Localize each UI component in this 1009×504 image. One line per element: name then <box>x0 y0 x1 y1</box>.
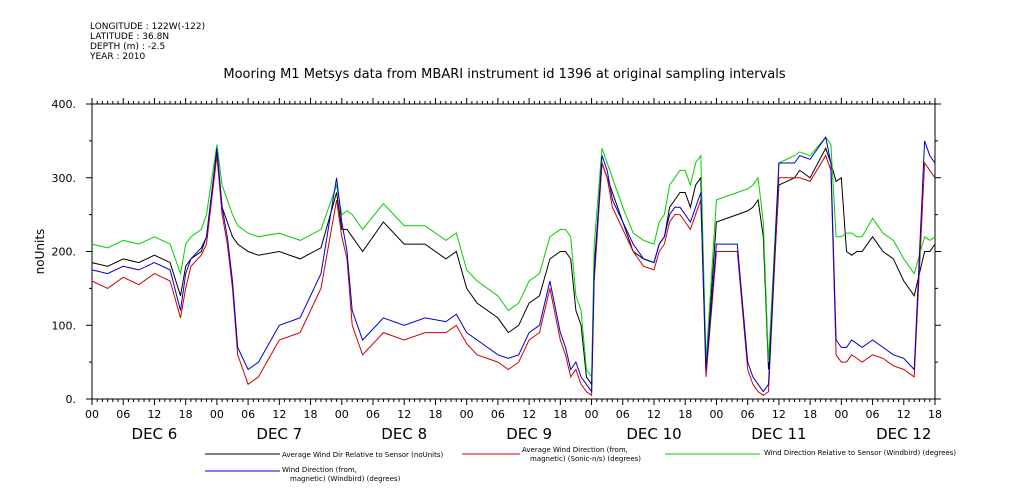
day-label: DEC 8 <box>381 425 427 443</box>
plot-frame <box>91 103 936 400</box>
x-tick-label: 12 <box>647 408 661 421</box>
day-label: DEC 10 <box>626 425 681 443</box>
series-line-3 <box>91 135 936 394</box>
x-tick-label: 18 <box>428 408 442 421</box>
series-line-0 <box>91 147 936 386</box>
x-tick-label: 00 <box>460 408 474 421</box>
x-tick-label: 18 <box>678 408 692 421</box>
x-tick-label: 00 <box>709 408 723 421</box>
legend-label-line: Wind Direction Relative to Sensor (Windb… <box>764 449 956 457</box>
x-tick-label: 06 <box>866 408 880 421</box>
x-tick-label: 12 <box>147 408 161 421</box>
day-label: DEC 6 <box>132 425 178 443</box>
y-tick-label: 300. <box>52 172 77 185</box>
y-axis-label: noUnits <box>33 229 47 275</box>
longitude-text: LONGITUDE : 122W(-122) <box>90 22 206 32</box>
x-tick-label: 12 <box>897 408 911 421</box>
x-tick-label: 06 <box>241 408 255 421</box>
x-tick-label: 18 <box>928 408 942 421</box>
x-tick-label: 18 <box>179 408 193 421</box>
latitude-text: LATITUDE : 36.8N <box>90 32 170 42</box>
x-tick-label: 12 <box>522 408 536 421</box>
x-tick-label: 12 <box>272 408 286 421</box>
legend-label-line: Wind Direction (from, <box>282 466 357 474</box>
depth-text: DEPTH (m) : -2.5 <box>90 42 166 52</box>
legend-label-line: Average Wind Dir Relative to Sensor (noU… <box>282 451 443 459</box>
y-tick-label: 200. <box>52 246 77 259</box>
x-tick-label: 06 <box>741 408 755 421</box>
x-tick-label: 18 <box>553 408 567 421</box>
day-label: DEC 9 <box>506 425 552 443</box>
legend-label-line: magnetic) (Sonic-n/s) (degrees) <box>530 455 641 463</box>
x-tick-label: 18 <box>304 408 318 421</box>
x-tick-label: 12 <box>397 408 411 421</box>
x-tick-label: 06 <box>616 408 630 421</box>
day-label: DEC 12 <box>876 425 931 443</box>
chart-title: Mooring M1 Metsys data from MBARI instru… <box>223 67 786 82</box>
y-tick-label: 100. <box>52 319 77 332</box>
x-tick-label: 00 <box>210 408 224 421</box>
legend-label-2: Wind Direction Relative to Sensor (Windb… <box>764 449 956 457</box>
y-tick-label: 400. <box>52 98 77 111</box>
legend-label-line: Average Wind Direction (from, <box>522 446 628 454</box>
legend-label-3: Wind Direction (from, magnetic) (Windbird… <box>282 466 401 483</box>
x-tick-label: 12 <box>772 408 786 421</box>
y-tick-label: 0. <box>66 393 77 406</box>
x-tick-label: 06 <box>116 408 130 421</box>
legend-label-0: Average Wind Dir Relative to Sensor (noU… <box>282 451 443 459</box>
day-label: DEC 7 <box>256 425 302 443</box>
x-tick-label: 06 <box>491 408 505 421</box>
x-tick-label: 00 <box>585 408 599 421</box>
x-tick-label: 00 <box>335 408 349 421</box>
x-tick-label: 00 <box>85 408 99 421</box>
x-tick-label: 00 <box>834 408 848 421</box>
x-tick-label: 06 <box>366 408 380 421</box>
legend-label-line: magnetic) (Windbird) (degrees) <box>290 475 401 483</box>
day-label: DEC 11 <box>751 425 806 443</box>
x-tick-label: 18 <box>803 408 817 421</box>
metadata-block: LONGITUDE : 122W(-122) LATITUDE : 36.8N … <box>90 22 205 62</box>
year-text: YEAR : 2010 <box>90 52 146 62</box>
series-line-1 <box>91 154 936 397</box>
legend-label-1: Average Wind Direction (from, magnetic) (… <box>522 446 641 463</box>
